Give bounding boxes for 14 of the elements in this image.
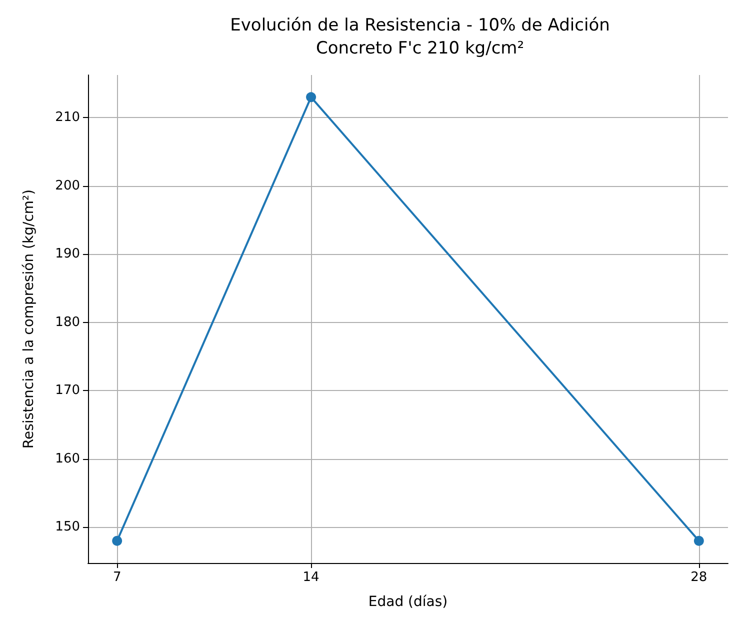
x-tick-label: 7 — [112, 570, 122, 585]
y-axis-title: Resistencia a la compresión (kg/cm²) — [21, 189, 37, 449]
x-axis-title: Edad (días) — [368, 594, 448, 610]
chart-title: Evolución de la Resistencia - 10% de Adición — [230, 16, 610, 36]
x-tick-label: 28 — [690, 570, 708, 585]
x-tick-label: 14 — [302, 570, 320, 585]
y-tick-label: 160 — [55, 451, 80, 466]
y-tick-label: 190 — [55, 246, 80, 262]
y-tick-label: 180 — [55, 314, 80, 330]
chart-subtitle: Concreto F'c 210 kg/cm² — [316, 38, 524, 58]
y-tick-label: 200 — [55, 178, 80, 194]
y-tick-label: 150 — [55, 520, 80, 535]
y-tick-label: 210 — [55, 110, 80, 126]
y-tick-label: 170 — [55, 383, 80, 398]
